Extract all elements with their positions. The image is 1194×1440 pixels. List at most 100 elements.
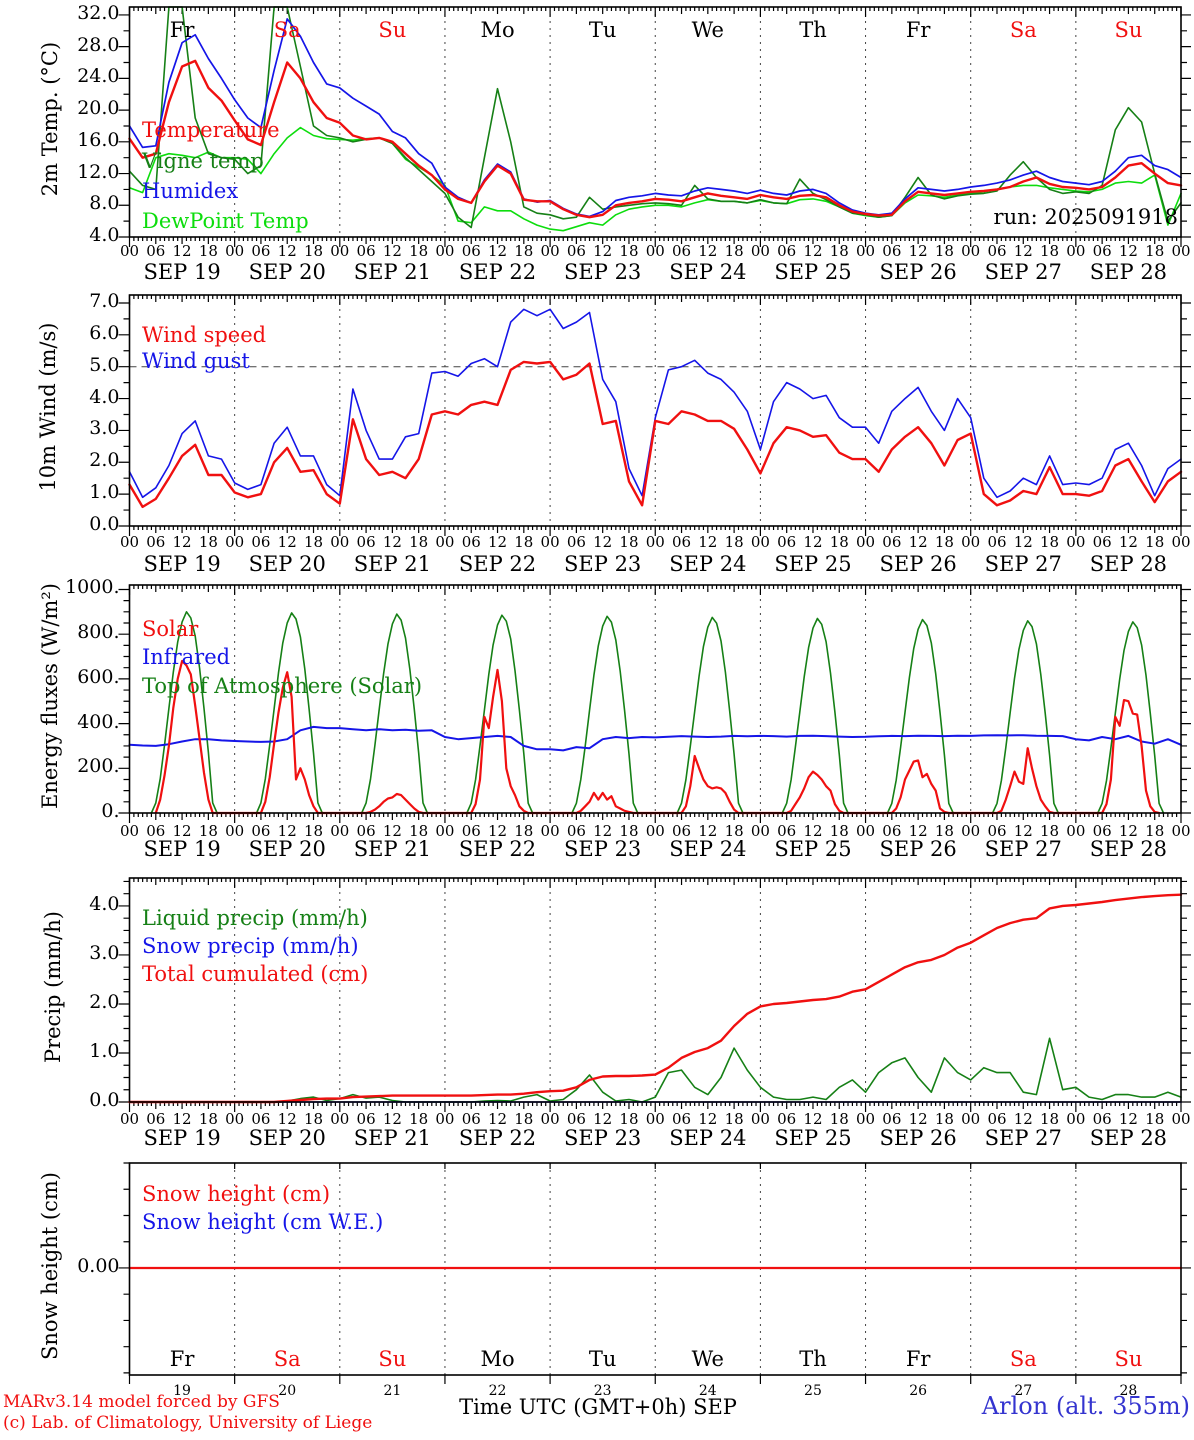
footer-model-line2: (c) Lab. of Climatology, University of L…: [3, 1413, 373, 1433]
x-hour-label: 00: [1066, 1110, 1086, 1128]
x-hour-label: 00: [1066, 822, 1086, 840]
x-hour-label: 12: [803, 1110, 823, 1128]
x-hour-label: 18: [724, 1110, 744, 1128]
weekday-label: Su: [378, 1347, 407, 1371]
weekday-label: Sa: [1009, 1347, 1037, 1371]
x-hour-label: 18: [724, 533, 744, 551]
x-hour-label: 06: [566, 533, 586, 551]
weekday-label: Th: [799, 1347, 827, 1371]
x-hour-label: 12: [487, 242, 508, 260]
curve: [128, 308, 1182, 499]
curve: [128, 360, 1183, 509]
x-hour-label: 06: [671, 1110, 692, 1128]
x-date-label: SEP 21: [353, 552, 431, 576]
y-tick-label: 20.0: [77, 97, 120, 120]
curve: [128, 1037, 1182, 1103]
x-date-label: SEP 25: [774, 1126, 852, 1150]
x-hour-label: 18: [303, 822, 324, 840]
x-hour-label: 00: [330, 533, 350, 551]
weekday-label: Fr: [905, 1347, 931, 1371]
weekday-label: Sa: [273, 18, 301, 42]
weekday-label: We: [691, 1347, 724, 1371]
x-date-label: SEP 20: [248, 260, 326, 284]
x-date-label: SEP 24: [669, 260, 747, 284]
x-hour-label: 18: [409, 533, 429, 551]
y-tick-label: 1.0: [89, 1039, 120, 1062]
x-hour-label: 00: [435, 1110, 455, 1128]
x-hour-label: 18: [1040, 533, 1060, 551]
x-hour-label: 06: [882, 1110, 902, 1128]
x-hour-label: 12: [382, 242, 402, 260]
x-hour-label: 12: [698, 1110, 718, 1128]
x-hour-label: 12: [1013, 242, 1033, 260]
x-hour-label: 00: [119, 533, 140, 551]
x-hour-label: 06: [1092, 242, 1112, 260]
x-hour-label: 18: [514, 242, 534, 260]
x-hour-label: 06: [987, 1110, 1007, 1128]
x-hour-label: 06: [251, 1110, 271, 1128]
x-hour-label: 06: [356, 242, 376, 260]
x-hour-label: 06: [1092, 1110, 1112, 1128]
legend-solar: Solar: [142, 617, 199, 641]
x-hour-label: 00: [119, 242, 140, 260]
x-hour-label: 12: [382, 1110, 402, 1128]
y-tick-label: 800.: [77, 621, 120, 644]
x-hour-label: 18: [409, 822, 429, 840]
y-tick-label: 0.0: [89, 513, 120, 535]
x-date-label: SEP 27: [984, 552, 1062, 576]
x-hour-label: 18: [934, 1110, 954, 1128]
x-date-label: SEP 23: [564, 837, 642, 861]
x-date-label: SEP 19: [143, 1126, 221, 1150]
x-hour-label: 18: [619, 533, 639, 551]
x-hour-label: 00: [540, 1110, 560, 1128]
y-tick-label: 4.0: [89, 385, 120, 408]
x-hour-label: 00: [856, 533, 876, 551]
x-hour-label: 18: [514, 533, 534, 551]
x-date-label: SEP 21: [353, 260, 431, 284]
weekday-label: Fr: [169, 18, 195, 42]
x-date-label: SEP 25: [774, 260, 852, 284]
day-number-label: 26: [909, 1383, 928, 1399]
x-hour-label: 18: [829, 242, 849, 260]
legend-vigne-temp: Vigne temp: [142, 149, 264, 173]
x-hour-label: 12: [803, 533, 823, 551]
x-hour-label: 12: [908, 822, 928, 840]
x-hour-label: 12: [593, 242, 613, 260]
x-date-label: SEP 20: [248, 552, 326, 576]
x-hour-label: 00: [119, 1110, 140, 1128]
x-hour-label: 00: [856, 1110, 876, 1128]
x-date-label: SEP 20: [248, 1126, 326, 1150]
x-hour-label: 18: [198, 822, 218, 840]
y-tick-label: 2.0: [89, 990, 120, 1013]
y-tick-label: 24.0: [77, 65, 120, 88]
y-tick-label: 0.0: [89, 1089, 120, 1111]
x-hour-label: 00: [225, 822, 245, 840]
x-hour-label: 12: [487, 533, 508, 551]
x-hour-label: 18: [409, 242, 429, 260]
x-date-label: SEP 24: [669, 552, 747, 576]
x-hour-label: 06: [146, 822, 166, 840]
x-hour-label: 18: [1145, 1110, 1165, 1128]
y-tick-label: 1000.: [65, 576, 120, 599]
weekday-label: Su: [1114, 18, 1143, 42]
x-hour-label: 06: [461, 242, 481, 260]
x-hour-label: 12: [277, 822, 297, 840]
x-hour-label: 12: [698, 822, 718, 840]
x-date-label: SEP 26: [879, 837, 957, 861]
x-hour-label: 00: [540, 533, 560, 551]
x-date-label: SEP 27: [984, 1126, 1062, 1150]
x-hour-label: 00: [645, 533, 665, 551]
x-hour-label: 18: [934, 822, 954, 840]
x-hour-label: 12: [908, 533, 928, 551]
x-hour-label: 06: [461, 1110, 481, 1128]
curve: [128, 893, 1183, 1104]
x-hour-label: 06: [777, 533, 797, 551]
run-label: run: 2025091918: [993, 205, 1178, 229]
legend-temperature: Temperature: [142, 118, 280, 142]
x-hour-label: 00: [1171, 242, 1191, 260]
x-hour-label: 12: [1118, 533, 1138, 551]
weekday-label: Mo: [480, 18, 515, 42]
x-hour-label: 12: [277, 533, 297, 551]
y-tick-label: 0.: [101, 800, 120, 822]
x-hour-label: 18: [1145, 822, 1165, 840]
